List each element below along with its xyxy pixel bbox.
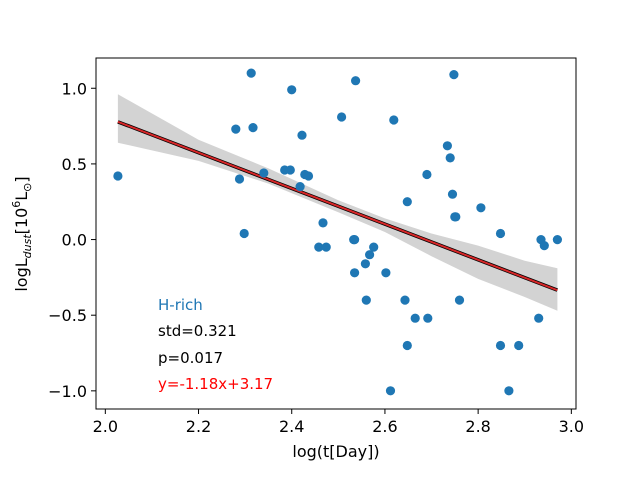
fit-line	[117, 120, 558, 292]
data-point	[400, 295, 410, 305]
data-point	[422, 169, 432, 180]
data-point	[534, 313, 544, 323]
data-point	[514, 340, 524, 351]
data-point	[365, 250, 375, 260]
y-tick-label: 0.0	[62, 231, 87, 250]
data-point	[552, 235, 563, 245]
data-point	[361, 295, 371, 305]
x-axis-label: log(t[Day])	[292, 442, 379, 461]
data-point	[539, 241, 549, 251]
data-point	[402, 197, 412, 207]
data-point	[476, 203, 486, 213]
p-value-label: p=0.017	[158, 349, 223, 367]
y-tick-label: −1.0	[48, 382, 87, 401]
data-point	[447, 189, 458, 199]
data-point	[423, 313, 433, 323]
data-point	[321, 242, 331, 252]
data-point	[504, 386, 514, 396]
data-point	[287, 85, 297, 95]
data-point	[234, 174, 245, 184]
y-axis-label: logLdust[106L⊙]	[10, 176, 34, 291]
data-point	[451, 212, 461, 222]
fit-line-layer	[117, 120, 558, 292]
data-point	[259, 168, 269, 178]
data-point	[318, 218, 328, 228]
data-point	[337, 112, 347, 122]
x-tick-label: 2.0	[93, 417, 118, 436]
data-point	[445, 153, 455, 163]
y-tick-label: 0.5	[62, 155, 87, 174]
confidence-band	[117, 94, 558, 311]
data-point	[239, 228, 249, 239]
data-point	[231, 124, 241, 134]
fit-equation-label: y=-1.18x+3.17	[158, 375, 273, 393]
data-point	[303, 171, 314, 181]
y-tick-label: 1.0	[62, 79, 87, 98]
data-point	[495, 228, 506, 239]
data-point	[285, 165, 295, 175]
data-point	[389, 115, 399, 125]
y-axis-ticks: 1.0 0.5 0.0 −0.5 −1.0	[48, 79, 96, 401]
data-point	[297, 130, 307, 140]
data-point	[402, 340, 412, 351]
data-point	[381, 268, 391, 278]
x-axis-ticks: 2.0 2.2 2.4 2.6 2.8 3.0	[93, 409, 584, 436]
plot-frame	[95, 57, 577, 410]
data-point	[360, 259, 370, 269]
data-point	[350, 235, 360, 245]
y-tick-label: −0.5	[48, 306, 87, 325]
data-point	[495, 340, 506, 351]
data-point	[449, 70, 459, 80]
x-tick-label: 3.0	[559, 417, 584, 436]
data-point	[295, 182, 305, 192]
data-point	[454, 295, 465, 305]
data-point	[385, 386, 396, 396]
x-tick-label: 2.6	[372, 417, 397, 436]
data-point	[410, 313, 420, 323]
x-tick-label: 2.2	[186, 417, 211, 436]
data-point	[442, 141, 452, 151]
data-point	[369, 242, 379, 252]
data-point	[248, 123, 258, 133]
data-point	[246, 68, 256, 78]
std-label: std=0.321	[158, 322, 237, 340]
x-tick-label: 2.8	[465, 417, 490, 436]
data-point	[350, 268, 360, 278]
data-point	[351, 76, 361, 86]
x-tick-label: 2.4	[279, 417, 304, 436]
data-point	[314, 242, 324, 252]
data-points-layer	[113, 68, 563, 396]
confidence-band-layer	[117, 94, 558, 311]
data-point	[113, 171, 123, 181]
category-label: H-rich	[158, 296, 203, 314]
